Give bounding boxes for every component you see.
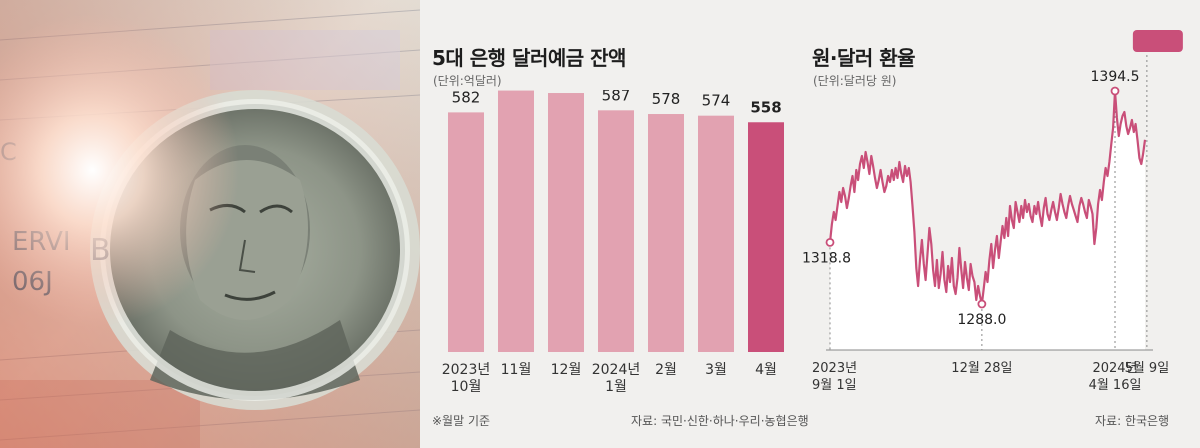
bar-chart: 5822023년10월63511월62912월5872024년1월5782월57… — [442, 90, 784, 395]
bar — [698, 115, 734, 353]
x-tick-label: 5월 9일 — [1125, 361, 1170, 376]
x-tick-label: 10월 — [451, 379, 482, 395]
annotation-marker — [977, 299, 987, 309]
bar — [498, 90, 534, 352]
exchange-rate-line — [828, 89, 1147, 306]
bar-value-label: 558 — [750, 98, 781, 116]
bar — [448, 112, 484, 352]
bar — [648, 114, 684, 352]
line-chart-title: 원·달러 환율 — [812, 46, 916, 70]
x-tick-label: 2023년 — [442, 362, 491, 378]
latest-value-badge — [1132, 30, 1183, 52]
bar-chart-unit: (단위:억달러) — [433, 74, 502, 88]
line-area — [830, 91, 1145, 350]
bar-chart-title: 5대 은행 달러예금 잔액 — [432, 46, 626, 70]
x-tick-label: 9월 1일 — [812, 378, 857, 393]
x-tick-label: 2월 — [655, 362, 677, 378]
bar-value-label: 582 — [452, 90, 481, 106]
x-tick-label: 2024년 — [1092, 361, 1137, 376]
bar — [598, 110, 634, 352]
x-tick-label: 2024년 — [592, 362, 641, 378]
line-chart-source: 자료: 한국은행 — [1095, 414, 1170, 428]
bar-value-label: 578 — [652, 90, 681, 108]
annotation-label: 1318.8 — [802, 250, 851, 266]
bar — [748, 122, 784, 352]
x-tick-label: 12월 — [551, 362, 582, 378]
bar — [548, 93, 584, 353]
magnifier-over-dollar-bill-icon: ERVI 06J B C — [0, 0, 420, 448]
line-chart: 2023년 9월 1일 12월 28일 2024년 4월 16일 5월 9일 1318.8 1… — [802, 30, 1183, 393]
latest-value-label: 1370.1 — [1133, 30, 1183, 34]
x-tick-label: 12월 28일 — [951, 361, 1012, 376]
x-tick-label: 2023년 — [812, 361, 857, 376]
x-tick-label: 4월 16일 — [1089, 378, 1142, 393]
bar-value-label: 587 — [602, 90, 631, 104]
annotation-marker — [1110, 86, 1120, 96]
bar-chart-note: ※월말 기준 — [432, 414, 491, 428]
annotation-label: 1394.5 — [1091, 69, 1140, 85]
x-tick-label: 1월 — [605, 379, 627, 395]
x-tick-label: 4월 — [755, 362, 777, 378]
x-tick-label: 11월 — [501, 362, 532, 378]
bar-value-label: 574 — [702, 92, 731, 110]
line-chart-unit: (단위:달러당 원) — [813, 74, 897, 88]
annotation-label: 1288.0 — [957, 312, 1006, 328]
bar-chart-source: 자료: 국민·신한·하나·우리·농협은행 — [631, 414, 809, 428]
annotation-marker — [825, 237, 835, 247]
x-tick-label: 3월 — [705, 362, 727, 378]
